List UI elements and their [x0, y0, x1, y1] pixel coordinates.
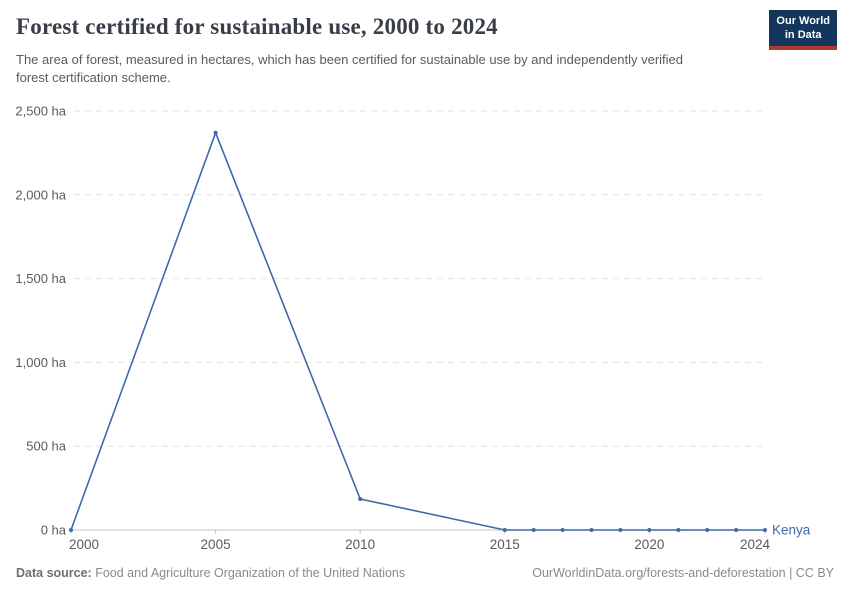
- data-point[interactable]: [734, 528, 739, 532]
- x-axis-tick-label: 2010: [345, 537, 375, 552]
- x-axis-tick-label: 2000: [69, 537, 99, 552]
- line-chart: 0 ha 500 ha 1,000 ha 1,500 ha 2,000 ha 2,500 …: [15, 104, 811, 553]
- data-point[interactable]: [69, 528, 73, 532]
- x-axis-tick-label: 2024: [740, 537, 771, 552]
- y-axis-tick-label: 2,500 ha: [15, 104, 66, 119]
- data-point[interactable]: [647, 528, 652, 532]
- data-source: Data source: Food and Agriculture Organi…: [16, 566, 405, 580]
- y-axis-tick-label: 2,000 ha: [15, 187, 66, 202]
- y-axis-tick-label: 500 ha: [26, 439, 67, 454]
- chart-footer: Data source: Food and Agriculture Organi…: [16, 566, 834, 580]
- data-point[interactable]: [618, 528, 623, 532]
- data-point[interactable]: [358, 497, 363, 501]
- data-point[interactable]: [676, 528, 681, 532]
- series-line: [70, 131, 766, 531]
- owid-logo[interactable]: Our World in Data: [769, 10, 837, 50]
- y-axis-tick-label: 1,500 ha: [15, 271, 66, 286]
- x-axis-tick-label: 2015: [490, 537, 520, 552]
- owid-logo-line2: in Data: [784, 28, 822, 41]
- data-point[interactable]: [763, 528, 767, 532]
- chart-subtitle: The area of forest, measured in hectares…: [16, 52, 684, 86]
- data-point[interactable]: [531, 528, 536, 532]
- data-point[interactable]: [705, 528, 710, 532]
- y-axis-tick-label: 1,000 ha: [15, 355, 66, 370]
- data-point[interactable]: [502, 528, 507, 532]
- series-label[interactable]: Kenya: [772, 523, 811, 538]
- data-source-text[interactable]: Food and Agriculture Organization of the…: [95, 566, 406, 580]
- attribution-link[interactable]: OurWorldinData.org/forests-and-deforesta…: [532, 566, 834, 580]
- y-axis-tick-label: 0 ha: [41, 523, 67, 538]
- x-axis-tick-label: 2020: [634, 537, 664, 552]
- data-point[interactable]: [560, 528, 565, 532]
- data-point[interactable]: [213, 130, 218, 135]
- data-point[interactable]: [589, 528, 594, 532]
- owid-logo-line1: Our World: [776, 15, 830, 27]
- data-source-label: Data source:: [16, 566, 92, 580]
- chart-title: Forest certified for sustainable use, 20…: [16, 14, 498, 39]
- x-axis-tick-label: 2005: [201, 537, 231, 552]
